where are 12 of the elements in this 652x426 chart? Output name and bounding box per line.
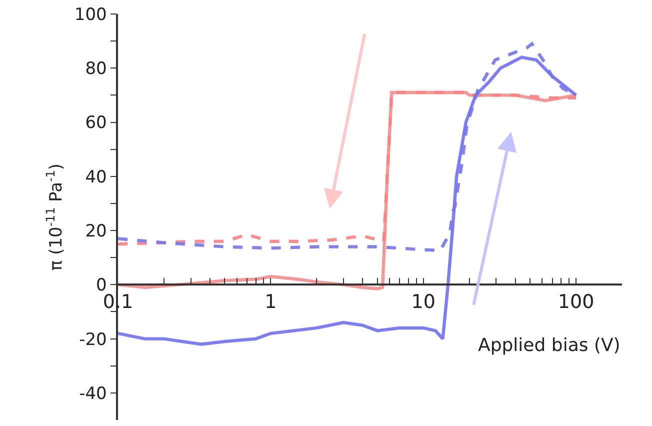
y-tick-label: 20 [85, 221, 107, 242]
y-tick-label: -20 [79, 330, 107, 350]
y-tick-label: 80 [85, 59, 107, 80]
y-tick-label: -40 [79, 384, 107, 404]
x-tick-label: 1 [264, 291, 277, 314]
y-tick-label: 0 [96, 276, 107, 296]
y-tick-label: 100 [74, 4, 107, 25]
x-tick-label: 100 [558, 291, 594, 314]
x-tick-label: 10 [411, 291, 436, 314]
x-axis-title: Applied bias (V) [478, 335, 620, 356]
y-tick-label: 60 [85, 113, 107, 134]
y-tick-label: 40 [85, 167, 107, 188]
